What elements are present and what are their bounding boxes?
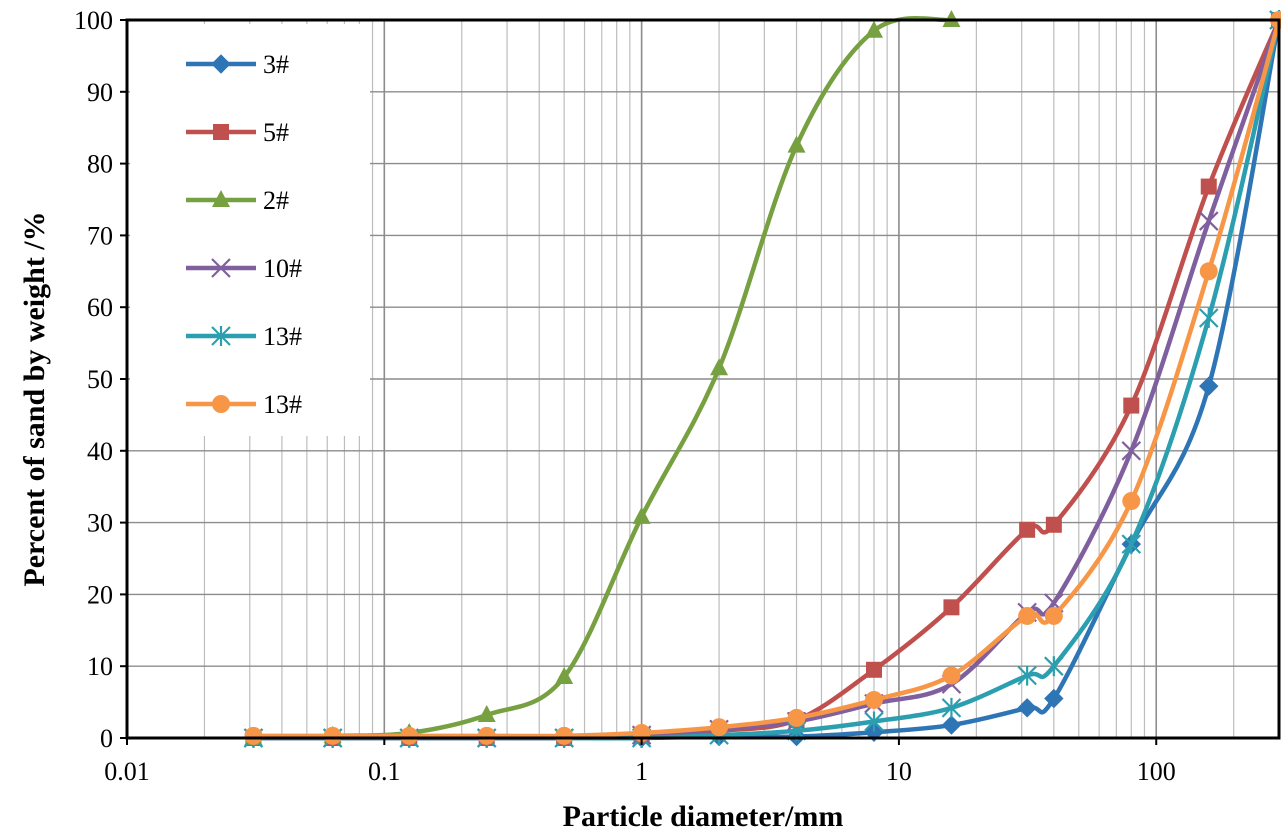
data-point [212, 190, 230, 207]
legend-label: 10# [263, 254, 302, 283]
data-point [211, 54, 231, 74]
data-point [942, 666, 961, 685]
data-point [1044, 656, 1064, 677]
data-point [710, 358, 729, 376]
y-tick-label: 20 [87, 580, 113, 609]
data-point [1200, 178, 1217, 195]
data-point-stroke [1198, 211, 1219, 231]
data-point [244, 726, 263, 745]
data-point [864, 711, 884, 732]
y-tick-label: 90 [87, 78, 113, 107]
data-point [1044, 688, 1064, 709]
x-axis-title: Particle diameter/mm [563, 800, 844, 833]
data-point [1199, 262, 1218, 281]
legend-background [130, 24, 370, 436]
y-axis-title: Percent of sand by weight /% [18, 211, 51, 586]
data-point [211, 326, 231, 346]
legend-label: 3# [263, 50, 289, 79]
data-point-stroke [211, 258, 231, 278]
legend-item: 13# [186, 390, 302, 419]
data-point [1198, 211, 1219, 231]
data-point [213, 124, 229, 140]
data-point [787, 135, 806, 153]
legend-item: 3# [186, 50, 289, 79]
legend-label: 5# [263, 118, 289, 147]
legend-label: 13# [263, 322, 302, 351]
data-point [212, 395, 230, 413]
legend-item: 13# [186, 322, 302, 351]
y-tick-label: 80 [87, 150, 113, 179]
y-tick-label: 10 [87, 652, 113, 681]
data-point [632, 506, 651, 524]
y-tick-label: 0 [100, 724, 113, 753]
x-tick-label: 0.01 [104, 757, 150, 786]
legend-label: 2# [263, 186, 289, 215]
legend-item: 5# [186, 118, 289, 147]
data-point [1018, 606, 1037, 625]
legend-item: 2# [186, 186, 289, 215]
y-tick-label: 40 [87, 437, 113, 466]
data-point [1045, 516, 1062, 533]
data-point [1017, 698, 1037, 718]
x-tick-label: 1 [635, 757, 648, 786]
data-point [787, 708, 806, 727]
data-point [864, 20, 883, 38]
data-point [941, 715, 962, 735]
data-point [477, 705, 496, 723]
x-tick-label: 0.1 [368, 757, 401, 786]
data-point [400, 726, 419, 745]
data-point [1017, 665, 1037, 686]
data-point [1123, 397, 1140, 414]
data-point [865, 661, 882, 678]
data-point [1121, 534, 1142, 555]
legend-item: 10# [186, 254, 302, 283]
data-point-stroke [1121, 441, 1142, 461]
data-point [1044, 606, 1063, 625]
data-point [1199, 376, 1219, 396]
legend: 3# 5# 2# 10# 13# 13# [186, 50, 302, 419]
x-tick-label: 100 [1137, 757, 1176, 786]
data-point [211, 258, 231, 278]
data-point [1019, 521, 1036, 538]
series-circle [244, 11, 1281, 745]
data-point [1122, 492, 1141, 511]
y-tick-label: 70 [87, 221, 113, 250]
y-tick-label: 30 [87, 509, 113, 538]
data-point [555, 726, 574, 745]
data-point [941, 697, 962, 718]
series-layer [243, 10, 1281, 748]
data-point [864, 690, 883, 709]
y-tick-label: 100 [74, 6, 113, 35]
data-point [710, 718, 729, 737]
data-point [323, 726, 342, 745]
data-point [555, 666, 574, 684]
y-tick-label: 60 [87, 293, 113, 322]
series-line [253, 19, 1281, 739]
data-point [1121, 441, 1142, 461]
legend-label: 13# [263, 390, 302, 419]
data-point [943, 599, 960, 616]
data-point [477, 726, 496, 745]
data-point [1198, 307, 1219, 328]
tick-labels: 0 10 20 30 40 50 60 70 80 90 100 0.01 0.1 1 10 100 [74, 6, 1176, 786]
x-tick-label: 10 [886, 757, 912, 786]
data-point-stroke [1044, 593, 1064, 613]
y-tick-label: 50 [87, 365, 113, 394]
